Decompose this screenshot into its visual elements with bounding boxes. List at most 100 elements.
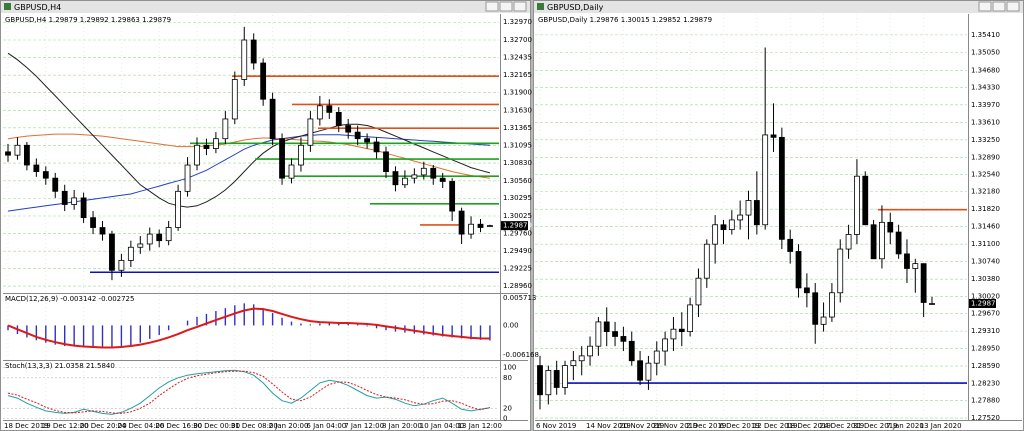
moving-average [7,134,490,212]
candle-body [920,263,927,303]
candle-body [373,141,380,153]
candle-body [71,197,78,205]
candle-body [487,225,493,228]
candle-body [745,200,752,216]
close-button[interactable] [1006,1,1020,12]
price-tick-label: 1.32540 [971,170,1000,178]
price-tick-label: 1.30560 [503,177,532,185]
current-price-label: 1.29879 [503,222,532,230]
candle-body [137,243,144,248]
price-tick-label: 1.30025 [503,212,532,220]
candle-body [703,243,710,279]
candle-body [929,303,935,305]
candle-body [753,200,760,226]
time-label: 31 Dec 2019 [853,422,898,430]
price-tick-label: 1.32180 [971,188,1000,196]
close-button[interactable] [513,1,527,12]
minimize-button[interactable] [978,1,992,12]
window-icon [4,3,11,10]
candle-body [61,190,68,205]
price-tick-label: 1.30740 [971,258,1000,266]
candle-body [42,171,49,179]
candle-body [570,360,577,367]
candle-body [33,164,40,172]
price-tick-label: 1.32700 [503,36,532,44]
price-tick-label: 1.27520 [971,414,1000,422]
time-label: 10 Jan 04:00 [420,422,464,430]
candle-body [260,62,267,100]
candle-body [250,39,257,64]
window-title: GBPUSD,Daily [547,3,604,12]
candle-body [5,151,11,156]
time-label: 6 Dec 2019 [719,422,759,430]
candle-body [904,253,910,269]
candle-body [165,227,172,242]
candle-body [678,328,685,333]
time-label: 20 Nov 2019 [619,422,664,430]
price-tick-label: 1.28590 [971,362,1000,370]
candle-body [345,125,352,133]
candle-body [862,175,869,226]
price-tick-label: 1.34330 [971,83,1000,91]
price-tick-label: 1.28950 [971,345,1000,353]
candle-body [184,164,191,192]
price-tick-label: 1.31900 [503,89,532,97]
macd-label: MACD(12,26,9) -0.003142 -0.002725 [5,295,134,303]
time-label: 13 Jan 12:00 [458,422,502,430]
candle-body [562,365,568,388]
candle-body [156,233,163,242]
candle-body [620,336,627,342]
candle-body [720,224,727,231]
minimize-button[interactable] [485,1,499,12]
price-tick-label: 1.31820 [971,205,1000,213]
price-tick-label: 1.29310 [971,327,1000,335]
candle-body [23,144,30,166]
title-bar[interactable] [1,1,530,13]
candle-body [578,355,585,362]
candle-body [401,177,408,186]
time-label: 13 Jan 2020 [920,422,962,430]
candle-body [854,175,860,235]
price-tick-label: 1.29225 [503,265,532,273]
stoch-tick-label: 0 [503,414,507,422]
chart-header: GBPUSD,H4 1.29879 1.29892 1.29863 1.2987… [5,16,171,24]
candle-body [879,221,885,260]
candle-body [595,321,602,347]
time-label: 14 Nov 2019 [586,422,631,430]
price-tick-label: 1.35410 [971,31,1000,39]
candle-body [411,174,418,179]
time-label: 24 Dec 2019 [820,422,865,430]
price-tick-label: 1.33970 [971,101,1000,109]
time-label: 30 Dec 00:00 [193,422,240,430]
title-bar[interactable] [534,1,1023,13]
price-tick-label: 1.31100 [971,240,1000,248]
price-tick-label: 1.28960 [503,282,532,290]
candle-body [737,214,744,221]
candle-body [829,292,835,318]
candle-body [364,138,371,143]
candle-body [870,224,877,260]
maximize-button[interactable] [499,1,513,12]
candle-body [762,134,769,226]
candle-body [612,331,618,337]
chart-header: GBPUSD,Daily 1.29876 1.30015 1.29852 1.2… [538,16,712,24]
stoch-main [7,369,490,415]
candle-body [430,167,437,179]
price-tick-label: 1.30295 [503,194,532,202]
candle-body [146,233,153,245]
price-tick-label: 1.31630 [503,106,532,114]
candle-body [770,134,777,138]
candle-body [687,304,694,333]
time-label: 12 Dec 2019 [753,422,798,430]
time-label: 31 Dec 08:00 [231,422,278,430]
candle-body [468,223,474,235]
maximize-button[interactable] [992,1,1006,12]
candle-body [637,360,643,381]
candle-body [845,234,852,250]
stoch-tick-label: 20 [503,404,512,412]
stoch-tick-label: 100 [503,364,516,372]
candle-body [127,246,134,261]
price-tick-label: 1.29490 [503,247,532,255]
moving-average [7,52,491,208]
candle-body [14,144,21,156]
